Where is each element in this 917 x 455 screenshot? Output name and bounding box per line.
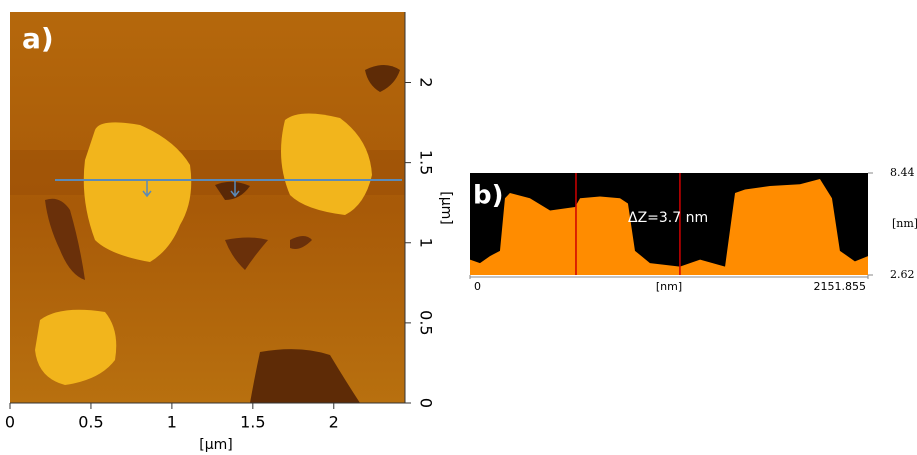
x-tick-label: 2151.855 [814, 280, 867, 293]
x-tick-label: 1.5 [240, 413, 265, 432]
y-tick-label: 0 [417, 398, 436, 408]
panel-label: a) [22, 22, 54, 55]
x-tick-label: 1 [167, 413, 177, 432]
x-axis-label: [nm] [656, 280, 682, 293]
x-tick-label: 0 [474, 280, 481, 293]
y-tick-label: 2.62 [890, 268, 915, 281]
x-axis-label: [µm] [199, 437, 232, 453]
y-tick-label: 8.44 [890, 166, 915, 179]
annotation: ΔZ=3.7 nm [628, 210, 708, 226]
y-tick-label: 1.5 [417, 150, 436, 175]
y-axis-label: [nm] [892, 217, 917, 230]
y-axis-label: [µm] [438, 191, 454, 224]
x-tick-label: 0 [5, 413, 15, 432]
panel-label: b) [473, 181, 504, 211]
y-tick-label: 1 [417, 238, 436, 248]
y-tick-label: 2 [417, 77, 436, 87]
figure: 0 0.5 1 1.5 2 0 0.5 1 1.5 2 [µm] [µm] a) 0 2151.855 2.6… [0, 0, 917, 455]
x-tick-label: 0.5 [78, 413, 103, 432]
x-tick-label: 2 [329, 413, 339, 432]
afm-image [10, 12, 405, 403]
y-tick-label: 0.5 [417, 310, 436, 335]
page: 0 0.5 1 1.5 2 0 0.5 1 1.5 2 [µm] [µm] a) 0 2151.855 2.6… [0, 0, 917, 455]
